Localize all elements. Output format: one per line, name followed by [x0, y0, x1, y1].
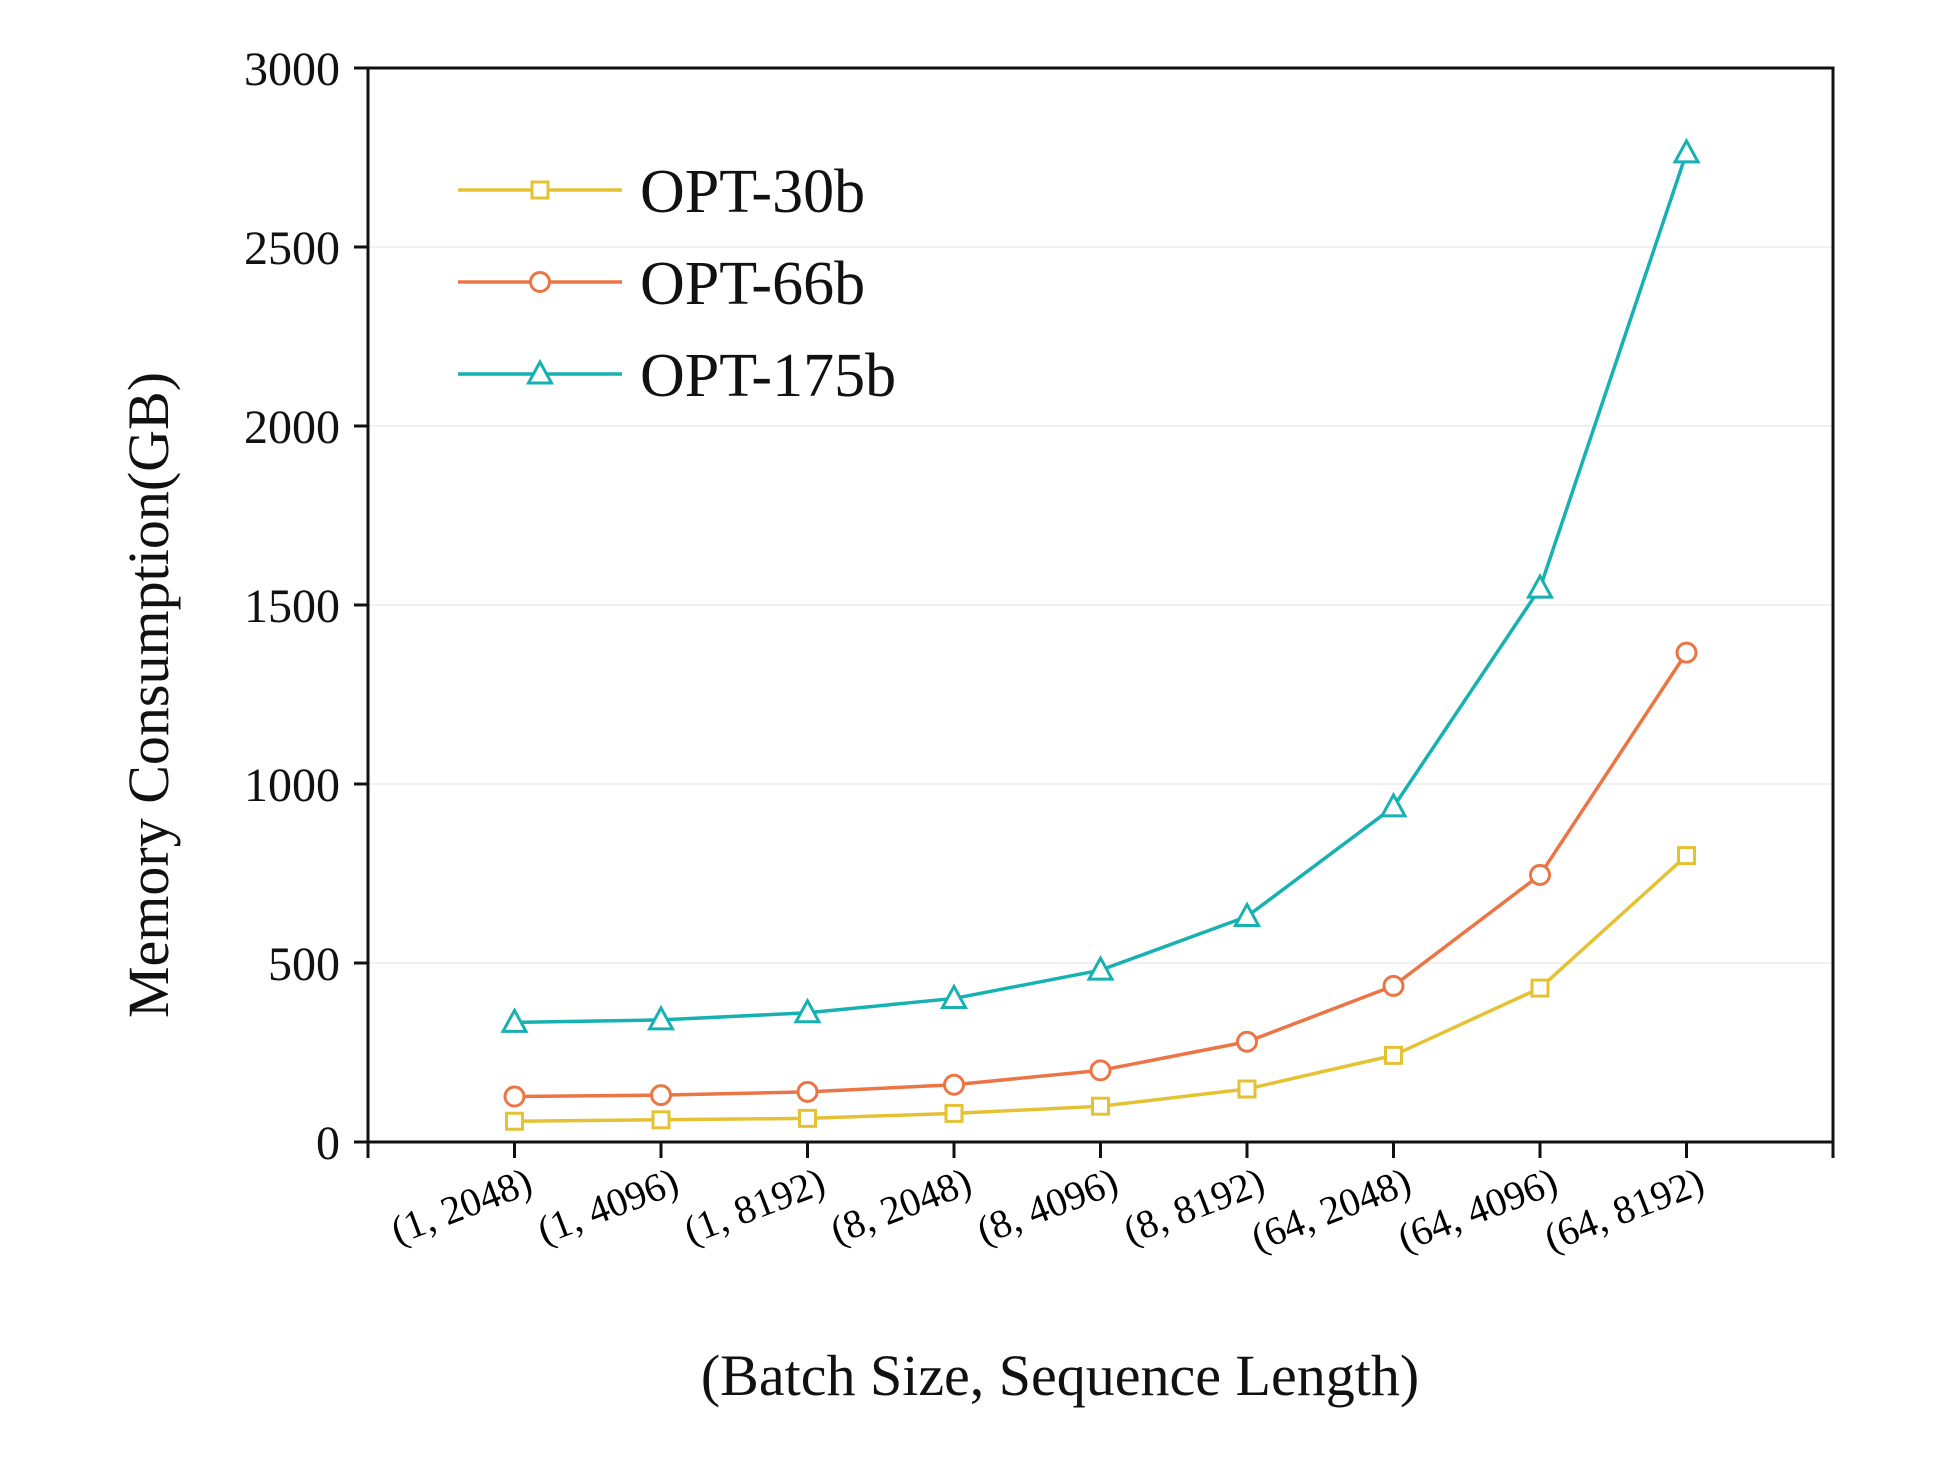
y-tick-label: 3000 — [244, 43, 340, 96]
y-tick-label: 2000 — [244, 401, 340, 454]
x-tick-label: (8, 4096) — [971, 1158, 1124, 1253]
data-point-opt-66b — [1529, 863, 1551, 886]
y-axis-title: Memory Consumption(GB) — [116, 372, 181, 1018]
series-line-opt-66b — [514, 651, 1688, 1099]
gridlines — [368, 246, 1833, 964]
data-point-opt-30b — [1677, 846, 1696, 866]
data-point-opt-175b — [1672, 137, 1701, 164]
data-point-opt-66b — [1675, 641, 1698, 664]
y-tick-label: 2500 — [244, 222, 340, 275]
x-tick-label: (8, 2048) — [824, 1158, 977, 1253]
data-point-opt-175b — [500, 1007, 529, 1033]
data-point-opt-66b — [503, 1085, 526, 1108]
data-point-opt-30b — [944, 1103, 964, 1123]
x-tick-label: (1, 4096) — [531, 1158, 684, 1253]
data-point-opt-66b — [650, 1084, 672, 1107]
x-tick-label: (64, 2048) — [1245, 1158, 1417, 1260]
data-point-opt-175b — [939, 983, 969, 1009]
y-tick-label: 0 — [316, 1117, 340, 1170]
data-point-opt-66b — [1236, 1030, 1258, 1053]
x-tick-label: (8, 8192) — [1117, 1158, 1270, 1253]
legend-marker — [525, 358, 555, 385]
data-point-opt-175b — [1525, 573, 1555, 599]
series-opt-175b — [500, 137, 1701, 1033]
legend-marker — [530, 180, 550, 200]
data-point-opt-30b — [505, 1111, 524, 1131]
series-opt-66b — [503, 641, 1698, 1108]
data-point-opt-175b — [1232, 901, 1262, 927]
data-point-opt-175b — [1379, 791, 1408, 818]
data-point-opt-175b — [1086, 955, 1115, 981]
data-point-opt-30b — [1530, 978, 1550, 998]
x-tick-label: (1, 8192) — [678, 1158, 831, 1253]
x-tick-label: (1, 2048) — [385, 1158, 538, 1253]
series-opt-30b — [505, 846, 1696, 1131]
legend-label: OPT-30b — [640, 158, 865, 226]
data-point-opt-30b — [798, 1108, 817, 1128]
legend-item-opt-175b: OPT-175b — [458, 342, 896, 410]
data-point-opt-66b — [796, 1080, 819, 1103]
data-point-opt-30b — [1384, 1045, 1403, 1065]
data-point-opt-66b — [1382, 974, 1405, 997]
data-point-opt-175b — [646, 1004, 676, 1031]
data-point-opt-30b — [1237, 1079, 1257, 1099]
y-tick-label: 1000 — [244, 759, 340, 812]
y-tick-label: 500 — [268, 938, 340, 991]
x-axis-title: (Batch Size, Sequence Length) — [701, 1343, 1419, 1408]
series-layer — [500, 137, 1701, 1131]
data-point-opt-175b — [793, 997, 822, 1024]
data-point-opt-30b — [651, 1110, 671, 1130]
legend-label: OPT-66b — [640, 250, 865, 318]
x-tick-label: (64, 4096) — [1392, 1158, 1564, 1260]
x-tick-label: (64, 8192) — [1538, 1158, 1710, 1260]
legend: OPT-30b OPT-66b OPT-175b — [458, 158, 896, 410]
data-point-opt-66b — [1089, 1059, 1112, 1082]
legend-item-opt-66b: OPT-66b — [458, 250, 865, 318]
legend-marker — [529, 271, 551, 293]
y-tick-label: 1500 — [244, 580, 340, 633]
data-point-opt-30b — [1091, 1096, 1110, 1116]
data-point-opt-66b — [943, 1073, 965, 1096]
legend-item-opt-30b: OPT-30b — [458, 158, 865, 226]
legend-label: OPT-175b — [640, 342, 896, 410]
